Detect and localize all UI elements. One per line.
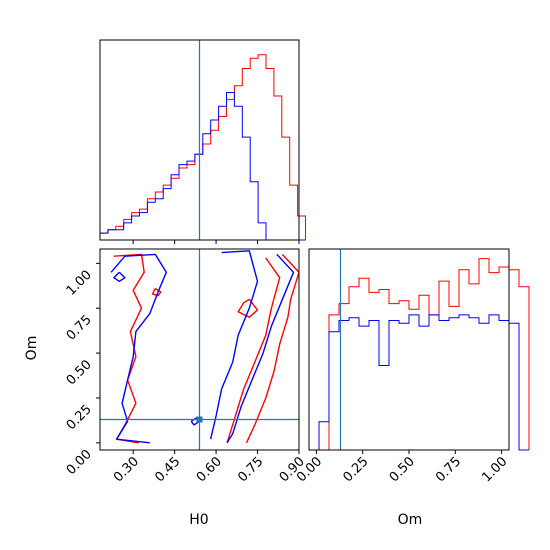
om-x-tick-label-2: 0.50 bbox=[387, 454, 418, 485]
h0-tick-label-2: 0.60 bbox=[194, 454, 225, 485]
contour-group bbox=[110, 250, 299, 444]
om-hist-red bbox=[309, 258, 530, 451]
axes-ticks bbox=[96, 240, 503, 454]
x-axis-label-h0: H0 bbox=[189, 512, 208, 528]
om-y-tick-label-0: 0.00 bbox=[64, 447, 95, 478]
panel-frame-2 bbox=[99, 248, 300, 451]
om-y-tick-label-3: 0.75 bbox=[64, 312, 95, 343]
om-x-tick-label-4: 1.00 bbox=[479, 454, 510, 485]
truth-marker bbox=[196, 416, 203, 423]
contour-blue-3 bbox=[113, 271, 126, 282]
om-hist-blue bbox=[309, 314, 529, 451]
h0-hist-blue bbox=[99, 92, 306, 241]
om-y-tick-label-2: 0.50 bbox=[64, 357, 95, 388]
plot-marks bbox=[99, 40, 530, 451]
h0-tick-label-1: 0.45 bbox=[152, 454, 183, 485]
contour-red-3 bbox=[237, 298, 259, 318]
panel-frame-1 bbox=[99, 39, 300, 241]
om-x-tick-label-3: 0.75 bbox=[433, 454, 464, 485]
om-x-tick-label-1: 0.25 bbox=[340, 454, 371, 485]
y-axis-label-om: Om bbox=[24, 336, 40, 361]
x-axis-label-om: Om bbox=[398, 512, 423, 528]
h0-tick-label-0: 0.30 bbox=[111, 454, 142, 485]
contour-blue-2 bbox=[226, 253, 295, 444]
contour-blue-1 bbox=[209, 250, 259, 440]
om-y-tick-label-1: 0.25 bbox=[64, 402, 95, 433]
contour-red-2 bbox=[226, 257, 281, 444]
axes-frames bbox=[99, 39, 510, 451]
om-y-tick-label-4: 1.00 bbox=[64, 268, 95, 299]
contour-blue-0 bbox=[110, 253, 167, 444]
h0-tick-label-3: 0.75 bbox=[235, 454, 266, 485]
contour-red-1 bbox=[245, 253, 299, 444]
contour-red-0 bbox=[113, 253, 145, 444]
